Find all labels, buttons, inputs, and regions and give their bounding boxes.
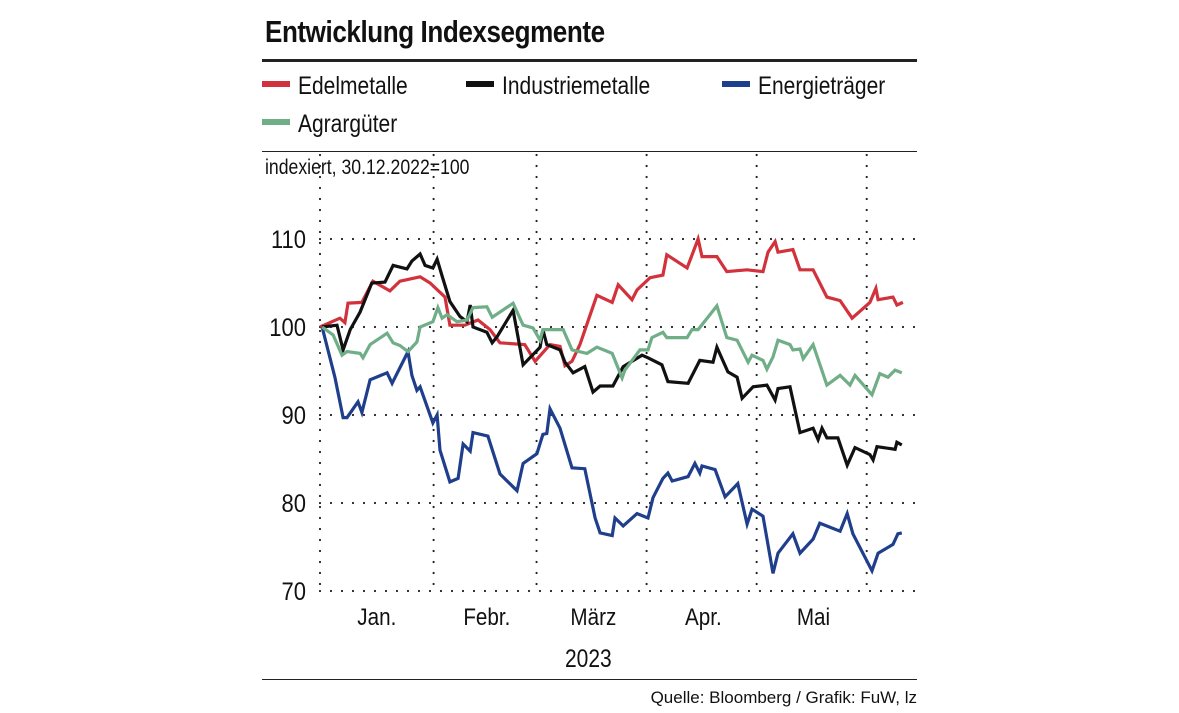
legend-swatch [262,81,290,88]
legend-item-edelmetalle: Edelmetalle [262,72,429,101]
legend-swatch [466,81,494,88]
legend-item-agrargueter: Agrargüter [262,110,416,139]
legend-swatch [262,119,290,126]
x-tick-label: Apr. [685,604,722,631]
x-tick-label: Febr. [463,604,510,631]
y-tick-label: 90 [282,402,306,430]
source-note: Quelle: Bloomberg / Grafik: FuW, lz [650,688,917,707]
y-tick-label: 110 [271,226,306,254]
legend-item-energietraeger: Energieträger [722,72,909,101]
y-tick-label: 70 [282,578,306,606]
legend-swatch [722,81,750,88]
series-line-edelmetalle [319,233,904,369]
series-line-energietrger [320,326,903,575]
x-tick-label: März [570,604,616,631]
series-line-agrargter [321,300,903,398]
x-tick-label: Mai [797,604,830,631]
footer-rule [262,679,917,680]
y-tick-label: 100 [269,314,306,342]
legend-item-industriemetalle: Industriemetalle [466,72,678,101]
y-tick-label: 80 [282,490,306,518]
series-line-industriemetalle [321,251,903,470]
x-tick-label: Jan. [357,604,396,631]
chart-subtitle: indexiert, 30.12.2022=100 [265,156,470,179]
title-rule [262,59,917,62]
chart-title: Entwicklung Indexsegmente [265,14,605,49]
legend-rule [262,151,917,152]
x-axis-label: 2023 [565,645,612,673]
